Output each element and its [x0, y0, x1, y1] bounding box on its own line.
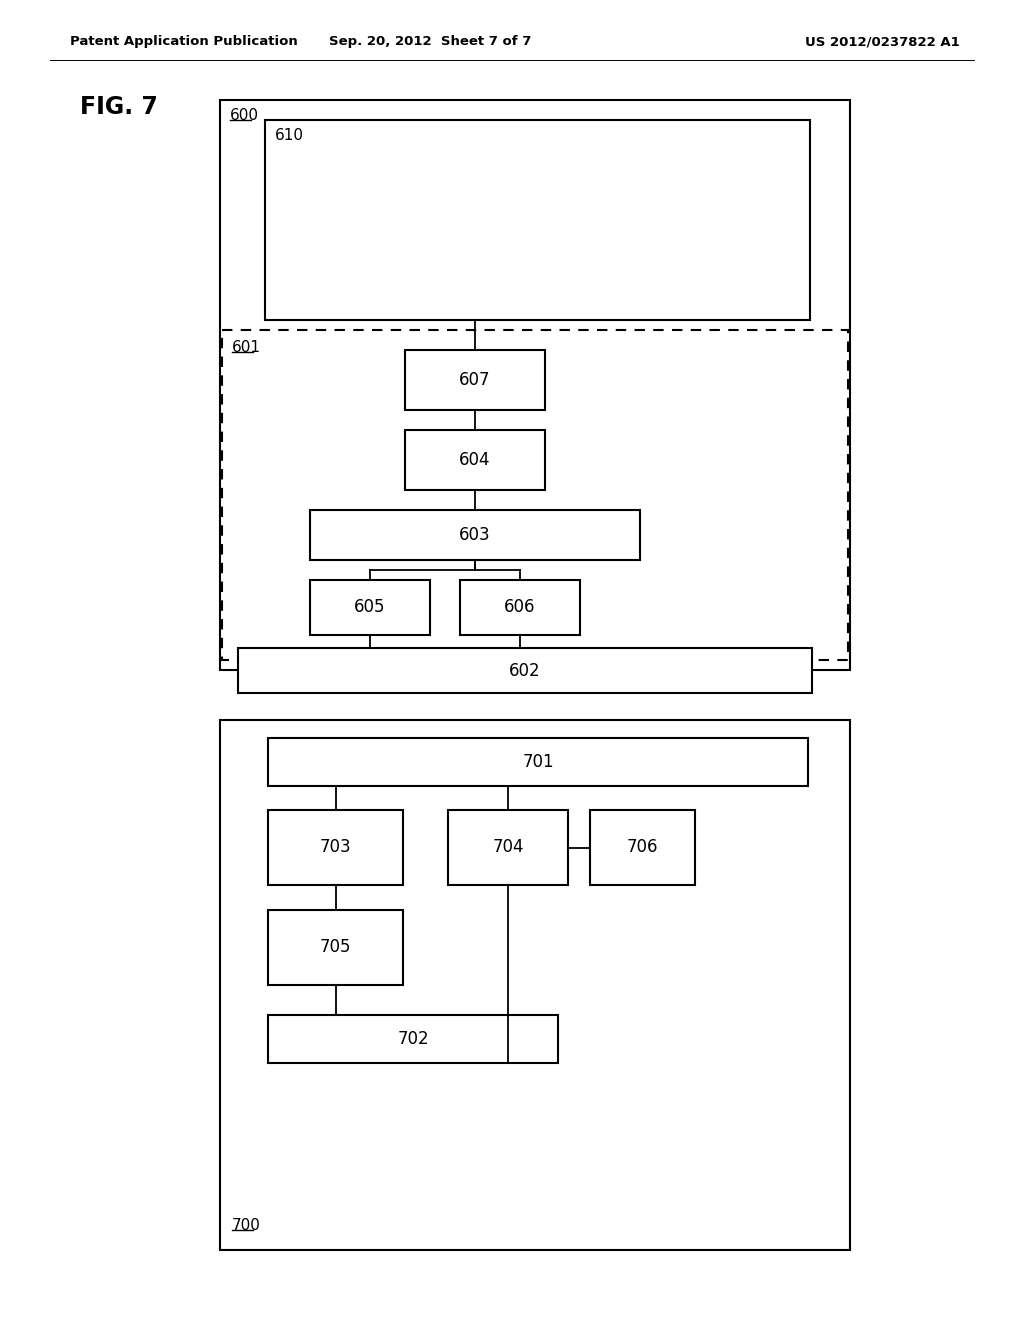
Text: 602: 602 [509, 661, 541, 680]
Bar [222, 330, 848, 660]
Text: Patent Application Publication: Patent Application Publication [70, 36, 298, 49]
Bar [268, 909, 403, 985]
Text: 704: 704 [493, 838, 523, 857]
Text: 607: 607 [459, 371, 490, 389]
Bar [590, 810, 695, 884]
Text: 706: 706 [627, 838, 658, 857]
Bar [268, 738, 808, 785]
Bar [238, 648, 812, 693]
Text: 701: 701 [522, 752, 554, 771]
Bar [268, 810, 403, 884]
Text: 703: 703 [319, 838, 351, 857]
Text: 702: 702 [397, 1030, 429, 1048]
Text: 605: 605 [354, 598, 386, 616]
Bar [406, 430, 545, 490]
Text: 610: 610 [275, 128, 304, 143]
Text: 604: 604 [459, 451, 490, 469]
Bar [220, 719, 850, 1250]
Bar [449, 810, 568, 884]
Text: 601: 601 [232, 341, 261, 355]
Text: 700: 700 [232, 1218, 261, 1233]
Bar [220, 100, 850, 671]
Text: FIG. 7: FIG. 7 [80, 95, 158, 119]
Bar [460, 579, 580, 635]
Text: 603: 603 [459, 525, 490, 544]
Text: 600: 600 [230, 108, 259, 123]
Bar [265, 120, 810, 319]
Text: Sep. 20, 2012  Sheet 7 of 7: Sep. 20, 2012 Sheet 7 of 7 [329, 36, 531, 49]
Bar [310, 510, 640, 560]
Bar [310, 579, 430, 635]
Text: 705: 705 [319, 939, 351, 957]
Bar [268, 1015, 558, 1063]
Text: 606: 606 [504, 598, 536, 616]
Bar [406, 350, 545, 411]
Text: US 2012/0237822 A1: US 2012/0237822 A1 [805, 36, 961, 49]
